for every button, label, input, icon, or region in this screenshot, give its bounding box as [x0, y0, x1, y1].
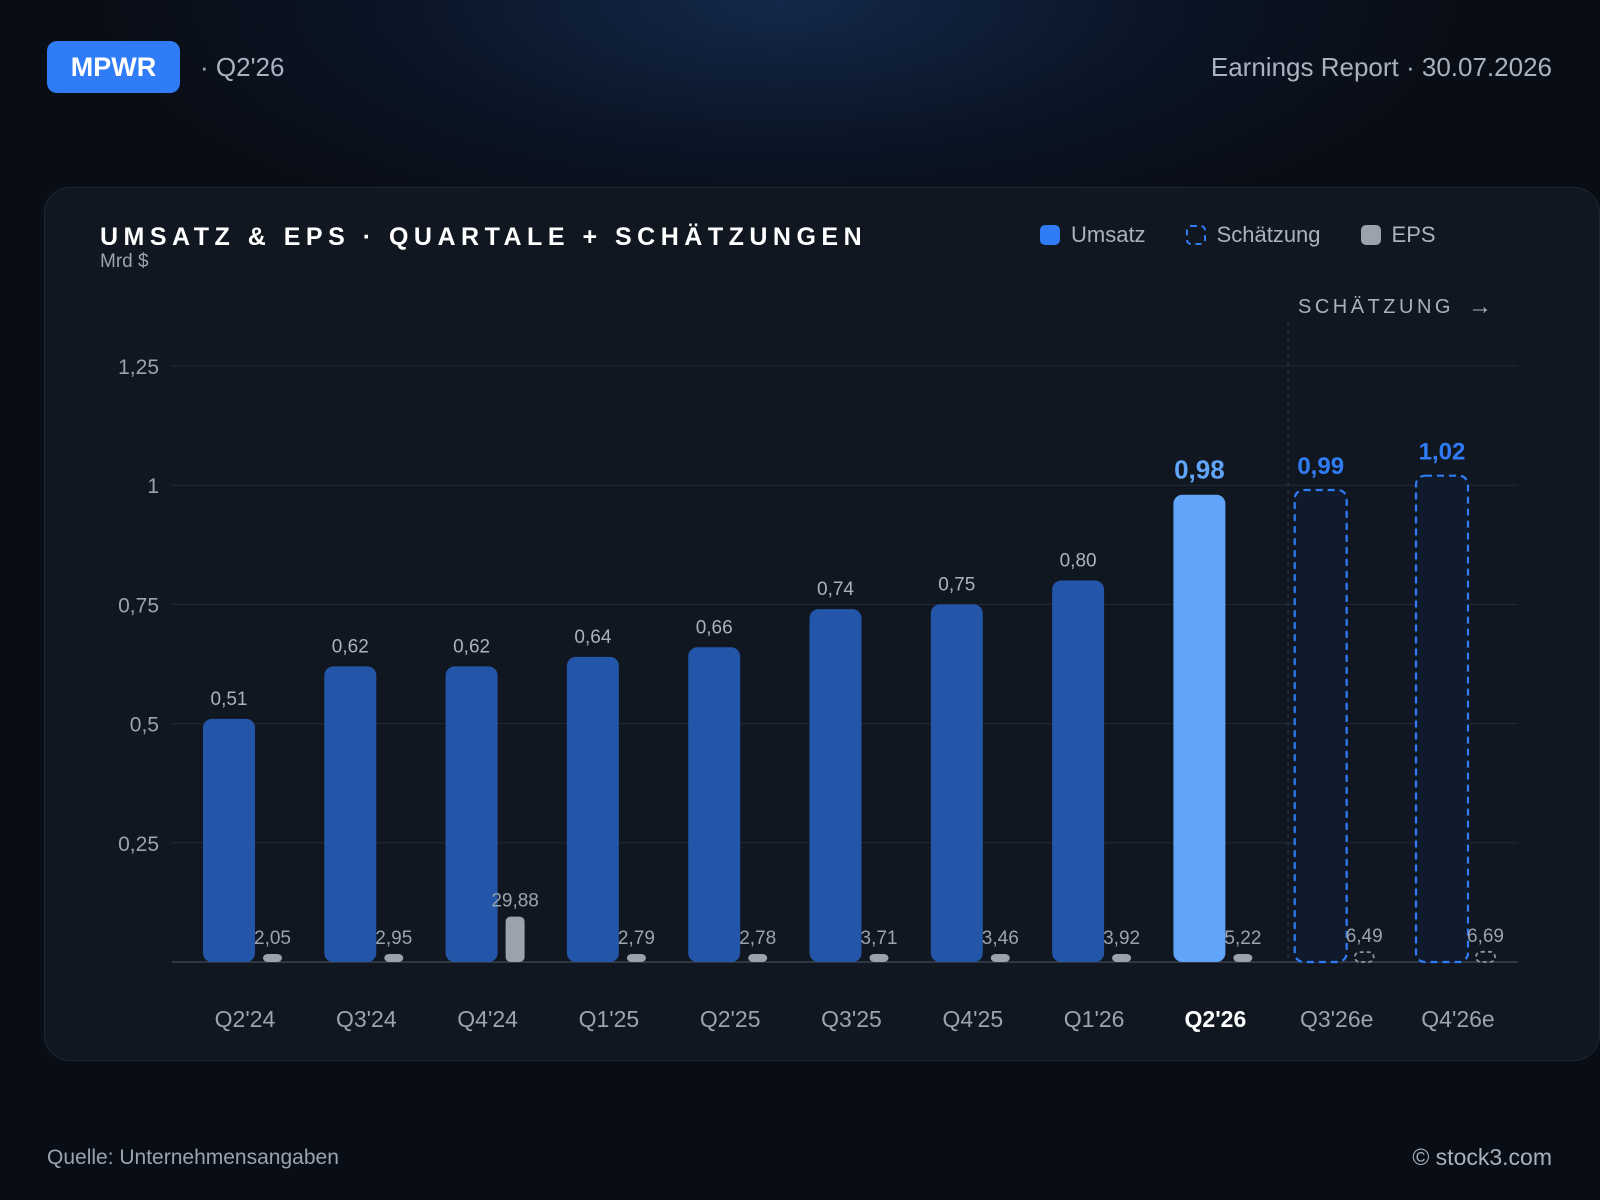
revenue-value-label: 0,51 [211, 689, 248, 710]
copyright: © stock3.com [1412, 1144, 1552, 1170]
eps-bar [626, 954, 646, 962]
x-tick-label: Q2'25 [700, 1006, 761, 1032]
revenue-bar [203, 718, 255, 962]
x-tick-label: Q2'24 [215, 1006, 276, 1032]
x-tick-label: Q4'26e [1421, 1006, 1494, 1032]
legend-eps-label: EPS [1391, 222, 1436, 247]
eps-value-label: 2,95 [375, 928, 412, 949]
revenue-bar [445, 666, 498, 962]
revenue-value-label: 1,02 [1419, 439, 1466, 466]
legend-item-estimate: Schätzung [1185, 222, 1321, 248]
y-tick-label: 1 [147, 475, 159, 498]
estimate-marker: SCHÄTZUNG → [1298, 293, 1492, 321]
y-tick-label: 0,25 [118, 833, 159, 856]
ticker-badge: MPWR [47, 41, 180, 93]
x-tick-label: Q3'26e [1300, 1006, 1373, 1032]
x-tick-label: Q1'25 [579, 1006, 640, 1032]
revenue-value-label: 0,99 [1297, 453, 1344, 480]
x-tick-label: Q1'26 [1064, 1006, 1125, 1032]
eps-bar [1112, 954, 1132, 962]
legend-estimate-label: Schätzung [1216, 222, 1321, 247]
revenue-value-label: 0,62 [332, 636, 369, 657]
revenue-value-label: 0,98 [1174, 455, 1225, 485]
eps-value-label: 3,46 [982, 928, 1019, 949]
legend-revenue-swatch [1040, 225, 1060, 245]
legend-eps-swatch [1360, 225, 1381, 245]
eps-bar [990, 954, 1010, 962]
chart-unit: Mrd $ [100, 251, 149, 272]
revenue-bar [566, 656, 619, 962]
x-tick-label: Q3'25 [821, 1006, 882, 1032]
y-tick-label: 0,75 [118, 594, 159, 617]
x-tick-label: Q4'25 [942, 1006, 1003, 1032]
eps-bar [505, 916, 525, 962]
eps-value-label: 3,92 [1103, 928, 1140, 949]
eps-value-label: 29,88 [491, 891, 539, 912]
revenue-bar [930, 604, 983, 962]
eps-estimate-bar [1475, 950, 1496, 963]
eps-bar [869, 954, 889, 962]
revenue-bar [688, 647, 741, 962]
x-tick-label: Q3'24 [336, 1006, 397, 1032]
period-label: · Q2'26 [200, 52, 285, 82]
revenue-estimate-bar [1293, 488, 1348, 964]
legend-revenue-label: Umsatz [1071, 222, 1146, 247]
eps-value-label: 2,78 [739, 928, 776, 949]
eps-value-label: 3,71 [861, 928, 898, 949]
revenue-value-label: 0,74 [817, 579, 854, 600]
y-tick-label: 0,5 [130, 714, 159, 737]
revenue-bar [324, 666, 377, 962]
eps-value-label: 6,49 [1346, 926, 1383, 947]
y-tick-label: 1,25 [118, 356, 159, 379]
x-tick-label: Q2'26 [1185, 1006, 1247, 1032]
x-tick-label: Q4'24 [457, 1006, 518, 1032]
chart-legend: Umsatz Schätzung EPS [1040, 222, 1436, 248]
revenue-bar [1052, 580, 1105, 962]
revenue-bar [809, 609, 862, 962]
legend-item-revenue: Umsatz [1040, 222, 1146, 248]
legend-item-eps: EPS [1360, 222, 1436, 248]
report-date: Earnings Report · 30.07.2026 [1210, 52, 1552, 82]
chart-title: UMSATZ & EPS · QUARTALE + SCHÄTZUNGEN [100, 223, 868, 251]
revenue-estimate-bar [1414, 474, 1470, 964]
eps-bar [263, 954, 282, 962]
source-note: Quelle: Unternehmensangaben [47, 1146, 339, 1169]
eps-value-label: 2,79 [618, 928, 655, 949]
eps-bar [748, 954, 768, 962]
legend-estimate-swatch [1185, 225, 1206, 245]
revenue-bar [1173, 494, 1226, 962]
revenue-value-label: 0,75 [938, 574, 975, 595]
eps-estimate-bar [1353, 951, 1375, 963]
revenue-value-label: 0,80 [1060, 551, 1097, 572]
eps-bar [1233, 954, 1253, 962]
arrow-right-icon: → [1467, 293, 1492, 320]
revenue-value-label: 0,64 [574, 627, 611, 648]
eps-bar [384, 954, 404, 962]
estimate-marker-label: SCHÄTZUNG [1298, 295, 1454, 318]
eps-value-label: 6,69 [1467, 926, 1504, 947]
eps-value-label: 5,22 [1224, 928, 1261, 949]
revenue-value-label: 0,62 [453, 636, 490, 657]
eps-value-label: 2,05 [254, 928, 291, 949]
revenue-value-label: 0,66 [696, 617, 733, 638]
